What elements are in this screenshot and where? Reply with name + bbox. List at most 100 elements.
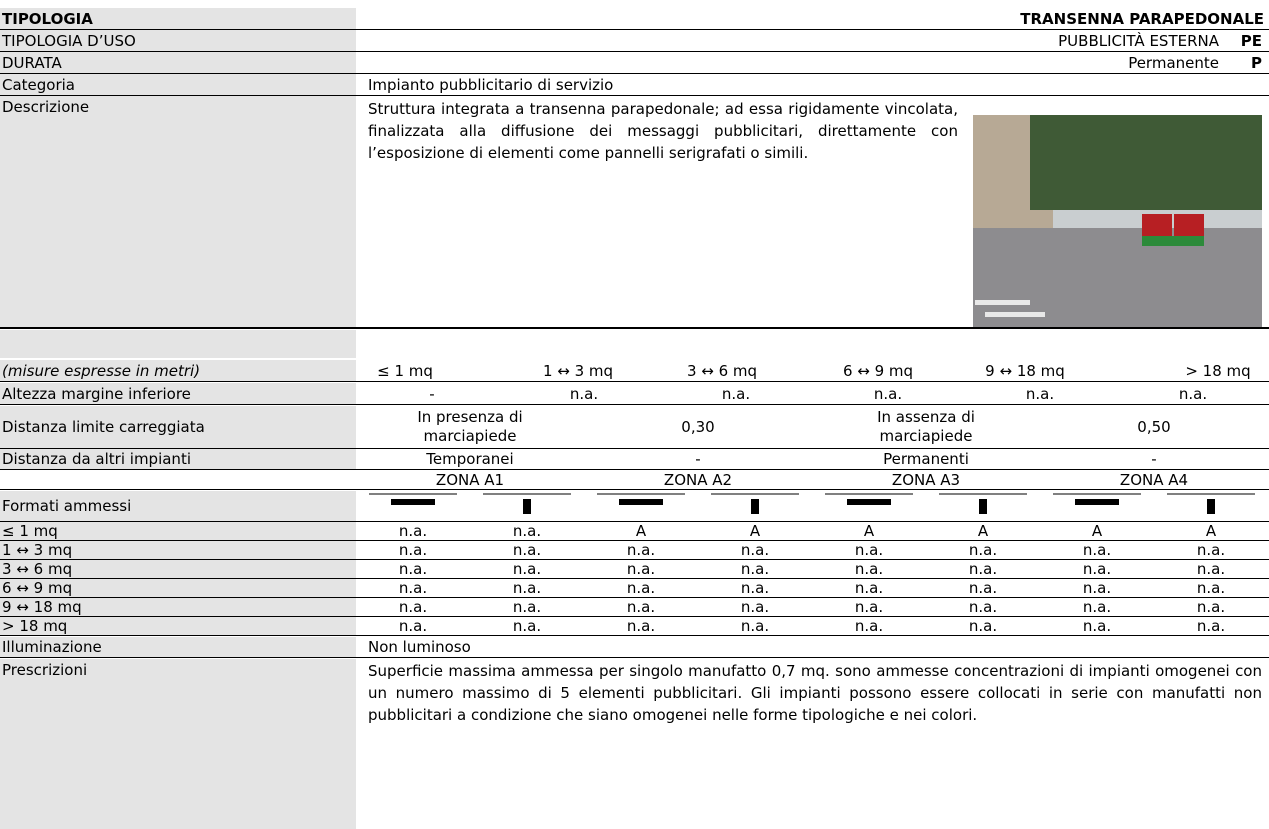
rule [0, 327, 1269, 329]
format-vertical [1207, 499, 1215, 514]
photo-trees [1030, 115, 1262, 210]
rule [0, 657, 1269, 658]
cell: n.a. [512, 541, 542, 559]
rule [0, 521, 1269, 522]
cell: n.a. [512, 598, 542, 616]
cell: n.a. [512, 579, 542, 597]
cell: n.a. [968, 579, 998, 597]
cell: n.a. [512, 617, 542, 635]
photo-road [973, 228, 1262, 328]
cell: n.a. [398, 560, 428, 578]
rule [0, 616, 1269, 617]
zone: ZONA A1 [435, 471, 505, 489]
label-cell [0, 522, 356, 540]
row-label: Distanza limite carreggiata [2, 418, 205, 436]
row-label: Distanza da altri impianti [2, 450, 191, 468]
row-label: DURATA [2, 54, 62, 72]
rule [0, 489, 1269, 490]
cell: n.a. [968, 560, 998, 578]
size-column: 9 ↔ 18 mq [985, 362, 1065, 380]
cell: n.a. [854, 541, 884, 559]
cell: - [695, 450, 701, 468]
cell: n.a. [1082, 541, 1112, 559]
format-horizontal [391, 499, 435, 505]
label-cell [0, 659, 356, 829]
cell: - [1151, 450, 1157, 468]
cell: n.a. [854, 579, 884, 597]
cell: A [749, 522, 761, 540]
cell: n.a. [1082, 598, 1112, 616]
row-value: PUBBLICITÀ ESTERNA [1058, 32, 1219, 50]
row-label: ≤ 1 mq [2, 522, 58, 540]
cell: Permanenti [883, 450, 969, 468]
format-horizontal [1075, 499, 1119, 505]
cell: n.a. [626, 541, 656, 559]
photo-sign [1174, 214, 1204, 236]
label-cell [0, 598, 356, 616]
cell: A [1091, 522, 1103, 540]
cell: n.a. [398, 541, 428, 559]
label-cell [0, 383, 356, 405]
cell: n.a. [968, 541, 998, 559]
row-label: TIPOLOGIA [2, 10, 93, 28]
cell: n.a. [512, 522, 542, 540]
zone: ZONA A2 [663, 471, 733, 489]
row-label: 3 ↔ 6 mq [2, 560, 73, 578]
cell: n.a. [398, 598, 428, 616]
cell: n.a. [854, 560, 884, 578]
cell: A [1205, 522, 1217, 540]
rule [0, 469, 1269, 470]
row-label: 6 ↔ 9 mq [2, 579, 73, 597]
rule [0, 635, 1269, 636]
label-cell [0, 96, 356, 328]
rule [0, 404, 1269, 405]
photo-stripe [985, 312, 1045, 317]
cell: n.a. [569, 385, 599, 403]
photo-stripe [975, 300, 1030, 305]
row-code: PE [1240, 32, 1262, 50]
cell: n.a. [740, 598, 770, 616]
rule [0, 95, 1269, 96]
cell: n.a. [1196, 598, 1226, 616]
format-horizontal [619, 499, 663, 505]
rule [0, 29, 1269, 30]
cell: n.a. [512, 560, 542, 578]
row-value: Non luminoso [368, 638, 471, 656]
unit-note: (misure espresse in metri) [2, 362, 201, 380]
cell: n.a. [1196, 617, 1226, 635]
cell: n.a. [1082, 617, 1112, 635]
size-column: 1 ↔ 3 mq [542, 362, 614, 380]
cell: Temporanei [426, 450, 514, 468]
cell: n.a. [968, 598, 998, 616]
cell: n.a. [626, 598, 656, 616]
rule [0, 381, 1269, 382]
cell: n.a. [626, 579, 656, 597]
row-label: > 18 mq [2, 617, 68, 635]
cell: n.a. [854, 617, 884, 635]
cell: In assenza di marciapiede [877, 408, 975, 445]
cell: n.a. [626, 617, 656, 635]
photo-sign [1142, 214, 1172, 236]
row-label: Prescrizioni [2, 661, 88, 679]
rule [0, 578, 1269, 579]
cell: A [635, 522, 647, 540]
label-cell [0, 637, 356, 658]
prescriptions: Superficie massima ammessa per singolo m… [368, 662, 1262, 724]
type-value: TRANSENNA PARAPEDONALE [1020, 10, 1264, 28]
row-label: 1 ↔ 3 mq [2, 541, 73, 559]
size-column: 6 ↔ 9 mq [842, 362, 914, 380]
cell: n.a. [873, 385, 903, 403]
cell: n.a. [968, 617, 998, 635]
row-label: Categoria [2, 76, 76, 94]
cell: n.a. [1178, 385, 1208, 403]
label-cell [0, 617, 356, 635]
cell: A [863, 522, 875, 540]
cell: A [977, 522, 989, 540]
cell: n.a. [1196, 560, 1226, 578]
row-label: Altezza margine inferiore [2, 385, 191, 403]
cell: n.a. [1025, 385, 1055, 403]
cell: n.a. [1082, 579, 1112, 597]
label-cell [0, 579, 356, 597]
